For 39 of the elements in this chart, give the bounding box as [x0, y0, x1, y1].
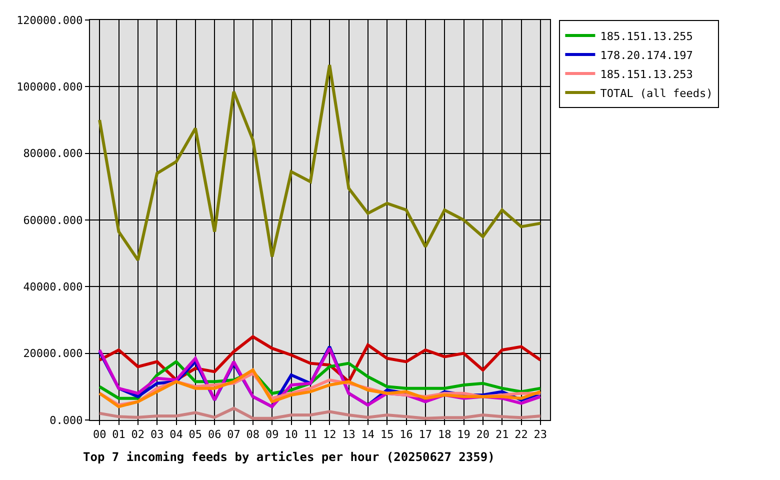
- y-tick-label: 120000.000: [16, 14, 83, 27]
- y-tick-label: 60000.000: [23, 214, 83, 227]
- legend-label: 185.151.13.253: [600, 68, 693, 81]
- x-tick-label: 17: [418, 428, 432, 442]
- x-tick-label: 11: [304, 428, 318, 442]
- x-tick-label: 10: [284, 428, 298, 442]
- y-tick-label: 0.000: [50, 414, 83, 427]
- x-tick-label: 04: [170, 428, 184, 442]
- x-tick-label: 22: [514, 428, 528, 442]
- x-tick-label: 05: [188, 428, 202, 442]
- x-tick-label: 01: [112, 428, 126, 442]
- x-tick-label: 14: [361, 428, 375, 442]
- x-tick-label: 12: [322, 428, 336, 442]
- legend-label: 185.151.13.255: [600, 30, 693, 43]
- y-tick-label: 20000.000: [23, 347, 83, 360]
- x-tick-label: 23: [534, 428, 548, 442]
- legend-label: TOTAL (all feeds): [600, 86, 713, 100]
- x-tick-label: 16: [400, 428, 413, 442]
- y-tick-label: 40000.000: [23, 280, 83, 294]
- x-tick-label: 08: [246, 428, 260, 442]
- x-tick-label: 03: [150, 428, 164, 442]
- x-tick-label: 13: [342, 428, 356, 442]
- x-tick-label: 00: [92, 428, 106, 442]
- y-tick-label: 100000.000: [16, 80, 83, 94]
- x-tick-label: 18: [438, 428, 452, 442]
- x-tick-label: 20: [476, 428, 490, 442]
- text: Top 7 incoming feeds by articles per hour (20250627 2359): [83, 450, 495, 464]
- line-series: [98, 335, 542, 384]
- line-series: [98, 64, 542, 262]
- x-tick-label: 02: [131, 428, 145, 442]
- y-tick-label: 80000.000: [23, 147, 83, 160]
- x-tick-label: 19: [457, 428, 470, 442]
- x-tick-label: 07: [227, 428, 240, 442]
- x-tick-label: 21: [495, 428, 509, 442]
- x-tick-label: 06: [208, 428, 222, 442]
- legend-label: 178.20.174.197: [600, 48, 693, 62]
- x-tick-label: 15: [380, 428, 394, 442]
- x-tick-label: 09: [265, 428, 279, 442]
- line-series: [98, 406, 542, 420]
